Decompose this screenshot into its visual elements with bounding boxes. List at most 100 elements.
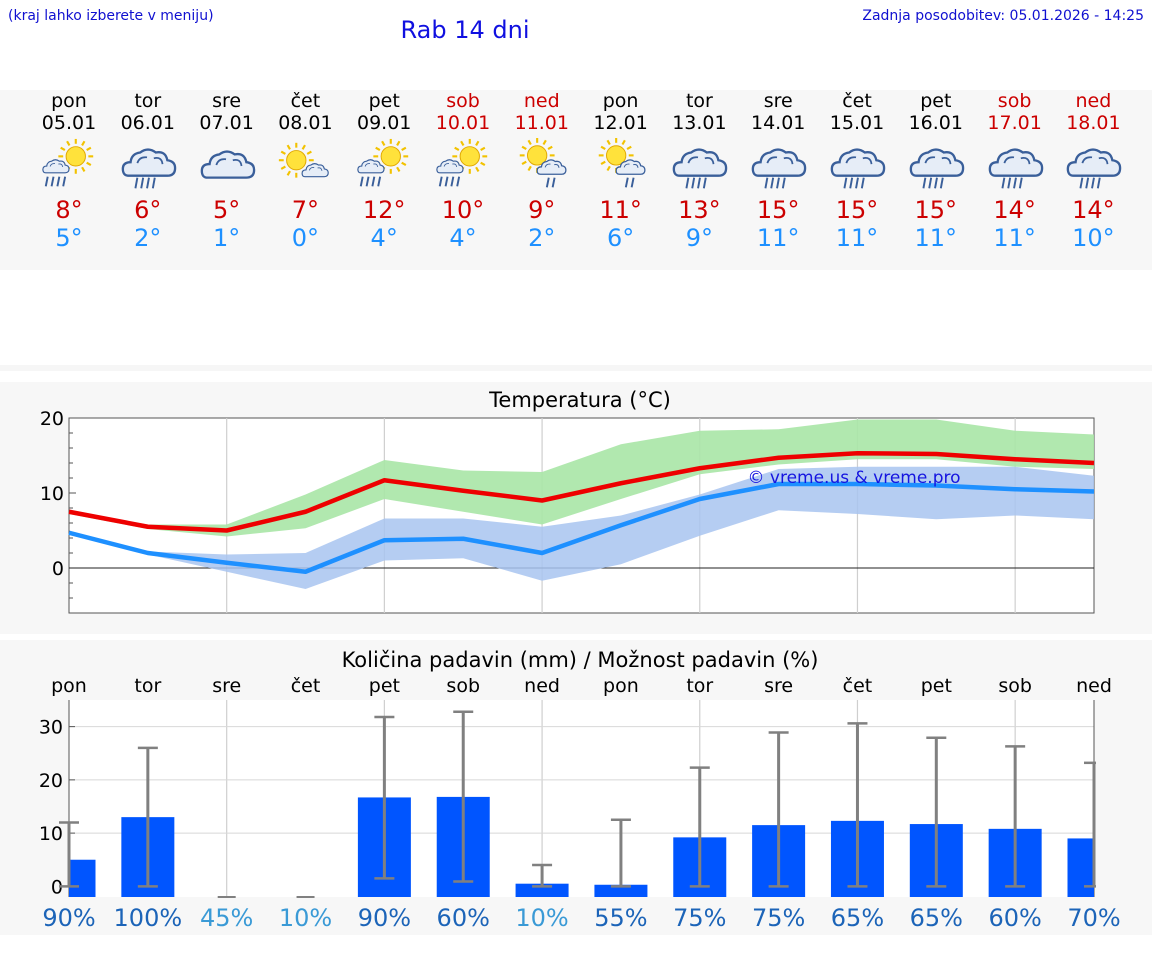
day-name: sob	[997, 90, 1032, 112]
day-name: čet	[842, 90, 872, 112]
precipitation-panel: Količina padavin (mm) / Možnost padavin …	[0, 640, 1152, 935]
temp-max: 15°	[914, 196, 958, 224]
x-category-label: sre	[764, 675, 793, 697]
min-temp-line	[68, 481, 1095, 574]
y-tick-label: 0	[51, 876, 63, 898]
temp-max: 14°	[993, 196, 1036, 224]
day-date: 10.01	[435, 112, 491, 134]
temp-max: 5°	[212, 196, 241, 224]
cloud-icon	[200, 150, 255, 179]
forecast-day: sre 07.01 5° 1°	[187, 90, 267, 252]
sun-cloud-rain-icon	[357, 138, 409, 187]
day-date: 08.01	[278, 112, 333, 134]
precipitation-probability: 90%	[42, 904, 95, 932]
sun-cloud-drizzle-icon	[598, 138, 646, 188]
day-date: 09.01	[356, 112, 412, 134]
forecast-day: sre 14.01 15° 11°	[738, 90, 818, 252]
precipitation-bar	[69, 859, 96, 897]
x-category-label: ned	[1076, 675, 1112, 697]
y-tick-label: 0	[52, 558, 64, 580]
day-date: 06.01	[120, 112, 175, 134]
sun-cloud-rain-icon	[436, 138, 488, 187]
max-temp-range-band	[69, 419, 1094, 537]
precipitation-probability: 90%	[358, 904, 411, 932]
separator	[0, 365, 1152, 371]
precipitation-probability: 75%	[673, 904, 726, 932]
day-name: čet	[290, 90, 321, 112]
y-tick-label: 10	[39, 823, 63, 845]
temp-max: 10°	[441, 196, 485, 224]
x-category-label: pet	[369, 675, 400, 697]
x-category-label: ned	[524, 675, 560, 697]
day-name: sob	[446, 90, 480, 112]
temp-max: 9°	[528, 196, 556, 224]
cloud-rain-icon	[121, 148, 177, 189]
precipitation-chart: 0 10 20 30 pon tor sre čet pet sob ned pon tor sre čet…	[39, 675, 1121, 932]
day-date: 13.01	[672, 112, 727, 134]
temp-min: 5°	[55, 224, 83, 252]
temperature-panel: Temperatura (°C) 0 10 20 © vreme.us & vreme…	[0, 382, 1152, 634]
x-category-label: čet	[291, 675, 321, 697]
temp-min: 6°	[606, 224, 635, 252]
daily-forecast-strip: pon 05.01 8° 5° tor 06.01 6° 2° sre 07.01 5° 1° č…	[0, 90, 1152, 270]
day-name: tor	[685, 90, 713, 112]
temp-min: 1°	[212, 224, 241, 252]
precipitation-probability: 70%	[1067, 904, 1120, 932]
day-date: 15.01	[829, 112, 885, 134]
forecast-day: čet 15.01 15° 11°	[817, 90, 897, 252]
temp-min: 11°	[835, 224, 879, 252]
x-category-label: pon	[603, 675, 639, 697]
day-date: 14.01	[750, 112, 806, 134]
forecast-day: tor 13.01 13° 9°	[659, 90, 739, 252]
last-updated: Zadnja posodobitev: 05.01.2026 - 14:25	[862, 8, 1144, 24]
day-name: pet	[368, 90, 400, 112]
forecast-day: pet 16.01 15° 11°	[896, 90, 976, 252]
precipitation-probability: 60%	[988, 904, 1041, 932]
day-date: 16.01	[908, 112, 963, 134]
forecast-day: čet 08.01 7° 0°	[265, 90, 345, 252]
location-hint: (kraj lahko izberete v meniju)	[8, 8, 214, 24]
forecast-day: sob 17.01 14° 11°	[975, 90, 1055, 252]
y-tick-label: 20	[39, 770, 63, 792]
temp-min: 2°	[528, 224, 556, 252]
day-name: sre	[212, 90, 242, 112]
temp-max: 8°	[55, 196, 83, 224]
temp-max: 14°	[1072, 196, 1115, 224]
sun-small-cloud-icon	[279, 142, 330, 178]
precipitation-probability: 100%	[114, 904, 183, 932]
precipitation-probability: 55%	[594, 904, 647, 932]
day-name: pet	[920, 90, 952, 112]
page-title: Rab 14 dni	[400, 16, 530, 44]
forecast-day: sob 10.01 10° 4°	[423, 90, 503, 252]
precipitation-chart-title: Količina padavin (mm) / Možnost padavin …	[341, 648, 819, 672]
day-date: 17.01	[987, 112, 1042, 134]
y-tick-label: 30	[39, 717, 63, 739]
x-category-label: pon	[51, 675, 87, 697]
cloud-rain-icon	[830, 148, 886, 189]
day-date: 18.01	[1066, 112, 1121, 134]
temp-min: 11°	[914, 224, 958, 252]
day-name: sre	[763, 90, 793, 112]
temp-min: 9°	[685, 224, 714, 252]
watermark: © vreme.us & vreme.pro	[747, 468, 960, 488]
forecast-day: tor 06.01 6° 2°	[108, 90, 188, 252]
sun-cloud-drizzle-icon	[519, 138, 567, 188]
forecast-day: pet 09.01 12° 4°	[344, 90, 424, 252]
forecast-day: pon 12.01 11° 6°	[581, 90, 661, 252]
x-category-label: sre	[212, 675, 241, 697]
day-date: 07.01	[199, 112, 254, 134]
sun-cloud-rain-icon	[42, 138, 94, 187]
cloud-rain-icon	[909, 148, 965, 189]
temp-min: 2°	[134, 224, 162, 252]
temp-min: 10°	[1072, 224, 1115, 252]
temp-max: 11°	[599, 196, 642, 224]
temperature-chart: 0 10 20 © vreme.us & vreme.pro	[40, 408, 1095, 614]
temp-min: 11°	[993, 224, 1036, 252]
cloud-rain-icon	[673, 148, 728, 189]
temp-max: 15°	[835, 196, 879, 224]
day-name: pon	[602, 90, 639, 112]
precipitation-probability: 45%	[200, 904, 253, 932]
cloud-rain-icon	[988, 148, 1043, 189]
temp-max: 15°	[756, 196, 800, 224]
precipitation-probability: 65%	[910, 904, 963, 932]
